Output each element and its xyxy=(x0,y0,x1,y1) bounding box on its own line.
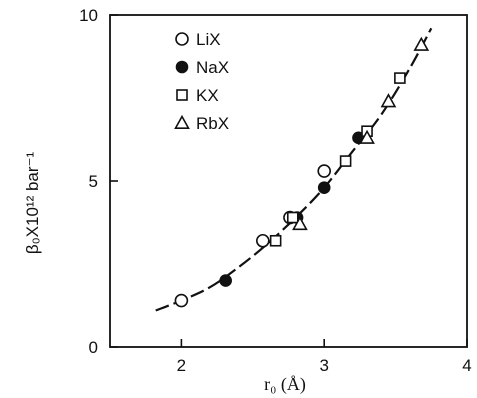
data-point-lix xyxy=(255,233,270,248)
legend-marker-nax xyxy=(175,60,189,74)
x-tick-label: 3 xyxy=(319,356,328,375)
plot-frame xyxy=(109,14,468,348)
data-point-kx xyxy=(394,72,406,84)
data-point-rbx xyxy=(292,216,308,231)
x-tick-label: 4 xyxy=(462,356,471,375)
data-points xyxy=(174,36,430,308)
legend-label-rbx: RbX xyxy=(196,114,229,133)
data-point-lix xyxy=(174,293,189,308)
y-tick-label: 5 xyxy=(89,172,98,191)
axis-ticks: 2 3 4 0 5 10 xyxy=(79,6,472,375)
legend-label-lix: LiX xyxy=(196,30,221,49)
legend-label-nax: NaX xyxy=(196,58,229,77)
y-axis-label: β₀X10¹² bar⁻¹ xyxy=(23,152,42,255)
fit-curve xyxy=(155,27,433,312)
x-axis-label: r₀ (Å) xyxy=(264,374,306,395)
y-tick-label: 10 xyxy=(79,6,98,25)
data-point-lix xyxy=(317,164,332,178)
data-point-kx xyxy=(269,234,282,247)
data-point-nax xyxy=(219,274,232,287)
y-tick-label: 0 xyxy=(89,338,98,357)
legend: LiX NaX KX RbX xyxy=(174,30,229,133)
plot-border xyxy=(109,14,468,348)
x-tick-label: 2 xyxy=(177,356,186,375)
legend-marker-kx xyxy=(176,89,188,101)
data-point-kx xyxy=(286,211,299,224)
legend-marker-lix xyxy=(175,32,189,46)
data-point-rbx xyxy=(380,93,397,108)
data-point-nax xyxy=(317,181,331,194)
data-point-kx xyxy=(339,155,352,167)
legend-label-kx: KX xyxy=(196,86,219,105)
data-point-rbx xyxy=(413,36,430,51)
data-point-rbx xyxy=(359,129,375,144)
fit-curve-line xyxy=(155,27,433,312)
legend-marker-rbx xyxy=(174,114,190,129)
